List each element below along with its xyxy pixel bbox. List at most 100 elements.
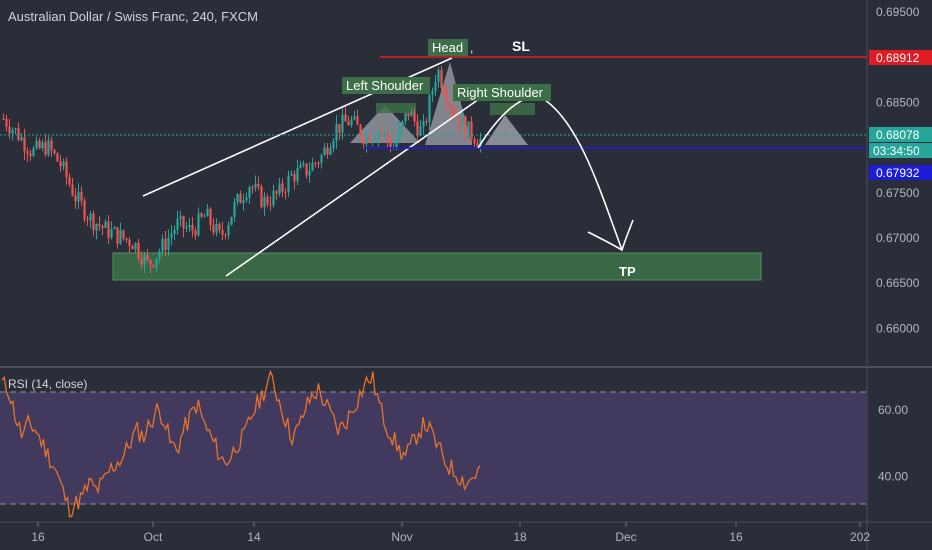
- candle-body: [323, 147, 326, 156]
- candle-body: [155, 258, 158, 267]
- head-label-bg: [428, 39, 468, 56]
- right-shoulder-box: [490, 103, 535, 115]
- candle-body: [359, 124, 362, 137]
- candle-body: [332, 140, 335, 149]
- candle-body: [173, 229, 176, 234]
- countdown-badge: [869, 143, 932, 158]
- candle-body: [137, 243, 140, 258]
- left-shoulder-label: Left Shoulder: [346, 78, 424, 93]
- candle-body: [32, 148, 35, 156]
- time-axis-ticks: 16 Oct 14 Nov 18 Dec 16 202: [31, 522, 870, 544]
- price-tick-label: 0.68500: [876, 95, 920, 109]
- candle-body: [284, 191, 287, 193]
- candle-body: [386, 132, 389, 141]
- tp-label: TP: [619, 264, 636, 279]
- candle-body: [320, 155, 323, 164]
- price-tick-label: 0.69500: [876, 5, 920, 19]
- candle-body: [170, 233, 173, 238]
- sl-price-text: 0.68912: [876, 51, 920, 65]
- candle-body: [221, 230, 224, 235]
- candle-body: [293, 174, 296, 182]
- candle-body: [431, 90, 434, 95]
- candle-body: [446, 96, 449, 106]
- candle-body: [44, 142, 47, 155]
- candle-body: [410, 112, 413, 117]
- candle-body: [341, 114, 344, 133]
- candle-body: [2, 118, 5, 120]
- candle-body: [311, 162, 314, 171]
- candle-body: [344, 114, 347, 122]
- rsi-band: [0, 392, 867, 504]
- candle-body: [281, 183, 284, 192]
- candle-body: [224, 234, 227, 236]
- head-label: Head: [432, 40, 463, 55]
- time-tick-label: 14: [247, 530, 261, 544]
- candle-body: [398, 127, 401, 141]
- candle-body: [95, 223, 98, 231]
- candle-body: [239, 194, 242, 203]
- candle-body: [50, 140, 53, 151]
- candle-body: [107, 221, 110, 238]
- right-shoulder-label-bg: [453, 84, 551, 101]
- last-price-text: 0.68078: [876, 128, 920, 142]
- candle-body: [269, 204, 272, 206]
- candle-body: [14, 128, 17, 131]
- candle-body: [125, 238, 128, 240]
- main-pane: [0, 0, 867, 365]
- candle-body: [422, 121, 425, 127]
- candle-body: [101, 225, 104, 228]
- rsi-tick-label: 40.00: [878, 470, 908, 484]
- candle-body: [251, 187, 254, 189]
- price-tick-label: 0.66000: [876, 321, 920, 335]
- candle-body: [203, 216, 206, 218]
- candle-body: [236, 194, 239, 203]
- candle-body: [374, 139, 377, 141]
- candle-body: [329, 148, 332, 155]
- candle-body: [362, 136, 365, 145]
- time-tick-label: Oct: [144, 530, 163, 544]
- candle-body: [17, 128, 20, 141]
- candle-body: [425, 121, 428, 123]
- candle-body: [371, 140, 374, 143]
- candle-body: [20, 137, 23, 141]
- candle-body: [185, 227, 188, 229]
- candle-body: [146, 254, 149, 260]
- candle-body: [299, 165, 302, 169]
- candle-body: [161, 238, 164, 252]
- candle-body: [404, 113, 407, 122]
- candle-body: [314, 162, 317, 164]
- candle-body: [260, 186, 263, 208]
- candle-body: [401, 121, 404, 128]
- candle-body: [77, 191, 80, 202]
- candle-body: [302, 163, 305, 166]
- candle-body: [83, 200, 86, 220]
- time-tick-label: 16: [31, 530, 45, 544]
- projection-arrow: [477, 96, 623, 251]
- candle-body: [29, 153, 32, 156]
- candle-body: [272, 191, 275, 206]
- candle-body: [350, 119, 353, 126]
- candle-body: [443, 87, 446, 97]
- left-shoulder-label-bg: [342, 77, 430, 94]
- neckline-price-text: 0.67932: [876, 166, 920, 180]
- candle-body: [92, 213, 95, 231]
- candle-body: [338, 124, 341, 133]
- candle-body: [53, 150, 56, 154]
- last-price-badge[interactable]: [869, 127, 932, 142]
- neckline-price-badge[interactable]: [869, 165, 932, 180]
- candle-body: [62, 161, 65, 167]
- right-shoulder-label: Right Shoulder: [457, 85, 544, 100]
- candle-body: [440, 69, 443, 88]
- candle-body: [179, 216, 182, 219]
- sl-price-badge[interactable]: [869, 50, 932, 65]
- candle-body: [182, 216, 185, 229]
- candle-body: [143, 254, 146, 265]
- sl-label: SL: [512, 38, 530, 54]
- candle-body: [326, 147, 329, 155]
- left-shoulder-triangle: [350, 105, 420, 143]
- candle-body: [5, 118, 8, 127]
- candle-body: [26, 151, 29, 154]
- candle-body: [131, 246, 134, 250]
- candle-body: [389, 140, 392, 149]
- countdown-text: 03:34:50: [873, 144, 920, 158]
